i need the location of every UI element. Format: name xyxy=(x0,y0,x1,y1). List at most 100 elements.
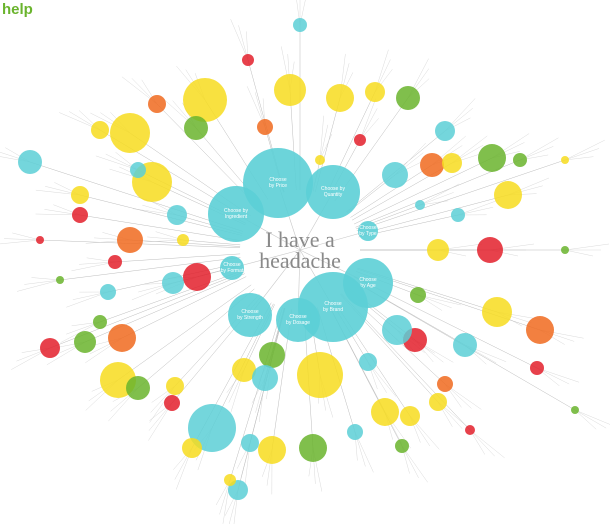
spoke-branch xyxy=(519,137,559,161)
node-label: Choose xyxy=(223,262,240,268)
bubble xyxy=(395,439,409,453)
bubbles xyxy=(18,18,579,500)
bubble xyxy=(71,186,89,204)
bubble xyxy=(482,297,512,327)
spoke-branch xyxy=(536,367,580,383)
bubble xyxy=(347,424,363,440)
bubble xyxy=(437,376,453,392)
bubble xyxy=(93,315,107,329)
bubble xyxy=(100,284,116,300)
node-label: by Price xyxy=(269,183,287,189)
spoke-branch xyxy=(564,249,594,257)
node-label: Choose xyxy=(289,314,306,320)
spoke-branch xyxy=(296,0,301,26)
bubble xyxy=(148,95,166,113)
bubble xyxy=(326,84,354,112)
spoke xyxy=(99,270,244,323)
main-spoke xyxy=(299,230,369,251)
spoke-branch xyxy=(574,409,597,430)
node-label: Choose xyxy=(269,177,286,183)
bubble xyxy=(561,246,569,254)
bubble xyxy=(513,153,527,167)
spoke-branch xyxy=(238,25,249,61)
bubble xyxy=(478,144,506,172)
node-label: by Dosage xyxy=(286,320,310,326)
main-bubble xyxy=(276,298,320,342)
bubble xyxy=(232,358,256,382)
bubble xyxy=(382,162,408,188)
bubble xyxy=(188,404,236,452)
main-bubble xyxy=(220,256,244,280)
spoke-branch xyxy=(147,236,184,241)
bubble xyxy=(74,331,96,353)
node-label: by Type xyxy=(359,231,377,237)
bubble xyxy=(177,234,189,246)
bubble xyxy=(126,376,150,400)
main-bubble xyxy=(306,165,360,219)
spoke xyxy=(79,214,241,241)
bubble xyxy=(259,342,285,368)
bubble xyxy=(410,287,426,303)
bubble xyxy=(274,74,306,106)
main-bubble xyxy=(358,221,378,241)
spoke xyxy=(354,157,493,225)
bubble xyxy=(442,153,462,173)
node-label: by Strength xyxy=(237,315,263,321)
node-label: Choose xyxy=(241,309,258,315)
spoke-branch xyxy=(574,409,610,425)
main-bubble xyxy=(208,186,264,242)
bubble xyxy=(18,150,42,174)
bubble xyxy=(167,205,187,225)
spoke xyxy=(229,307,283,481)
bubble xyxy=(40,338,60,358)
bubble xyxy=(415,200,425,210)
spoke-branch xyxy=(469,429,495,457)
spoke-branch xyxy=(4,238,41,241)
bubble xyxy=(429,393,447,411)
node-label: by Brand xyxy=(323,307,343,313)
bubble xyxy=(258,436,286,464)
bubble xyxy=(224,474,236,486)
node-label: Choose xyxy=(359,277,376,283)
spoke-branch xyxy=(12,232,41,241)
bubble xyxy=(117,227,143,253)
bubble xyxy=(91,121,109,139)
bubble xyxy=(72,207,88,223)
bubble xyxy=(400,406,420,426)
bubble xyxy=(465,425,475,435)
bubble xyxy=(526,316,554,344)
spoke-branch xyxy=(574,409,607,429)
spoke-branch xyxy=(230,19,249,61)
bubble xyxy=(420,153,444,177)
bubble xyxy=(166,377,184,395)
spoke-branch xyxy=(419,183,460,206)
bubble xyxy=(108,255,122,269)
node-label: Ingredient xyxy=(225,214,248,220)
spoke xyxy=(114,253,241,263)
brand-title: help xyxy=(2,1,33,18)
bubble xyxy=(571,406,579,414)
bubble xyxy=(396,86,420,110)
bubble xyxy=(162,272,184,294)
bubble xyxy=(183,78,227,122)
spoke-branch xyxy=(17,279,61,292)
bubble xyxy=(477,237,503,263)
spoke-branch xyxy=(564,139,605,161)
main-bubble xyxy=(228,293,272,337)
spoke-branch xyxy=(419,192,454,206)
bubble xyxy=(130,162,146,178)
spoke xyxy=(59,257,241,281)
bubble xyxy=(359,353,377,371)
spoke-branch xyxy=(71,261,116,272)
bubble xyxy=(242,54,254,66)
bubble xyxy=(56,276,64,284)
node-label: by Format xyxy=(221,268,244,274)
spoke xyxy=(357,194,509,235)
bubble xyxy=(110,113,150,153)
spoke xyxy=(350,164,433,218)
bubble xyxy=(183,263,211,291)
spoke-branch xyxy=(0,239,41,245)
bubble xyxy=(36,236,44,244)
bubble xyxy=(365,82,385,102)
